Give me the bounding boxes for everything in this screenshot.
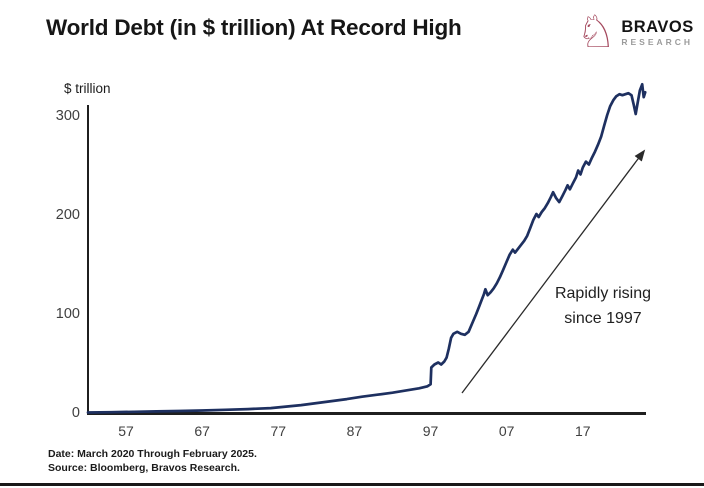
- logo-sub-text: RESEARCH: [621, 36, 694, 47]
- annotation-line-1: Rapidly rising: [554, 285, 652, 302]
- chart-footnote: Date: March 2020 Through February 2025. …: [48, 448, 257, 475]
- y-tick-label: 200: [55, 207, 80, 223]
- y-axis-title: $ trillion: [64, 81, 111, 96]
- knight-bull-icon: ♘: [576, 5, 617, 58]
- x-tick-label: 67: [194, 423, 210, 439]
- footnote-source: Source: Bloomberg, Bravos Research.: [48, 461, 240, 474]
- y-tick-label: 300: [55, 108, 80, 124]
- chart-annotation: Rapidly rising since 1997: [533, 281, 673, 331]
- x-tick-label: 77: [270, 423, 287, 439]
- x-tick-label: 57: [118, 423, 134, 439]
- x-tick-label: 17: [575, 423, 591, 439]
- x-axis-line: [87, 412, 646, 415]
- page-title: World Debt (in $ trillion) At Record Hig…: [46, 15, 462, 40]
- y-tick-label: 0: [71, 405, 80, 421]
- x-tick-label: 97: [422, 423, 439, 439]
- annotation-line-2: since 1997: [564, 310, 642, 327]
- trend-arrow: [461, 149, 646, 394]
- x-tick-label: 07: [498, 423, 515, 439]
- bottom-border-bar: [0, 483, 704, 486]
- bravos-research-logo: ♘ BRAVOS RESEARCH: [576, 8, 694, 56]
- footnote-date: Date: March 2020 Through February 2025.: [48, 448, 257, 460]
- debt-line-series: [86, 82, 647, 414]
- logo-brand-text: BRAVOS: [621, 17, 694, 36]
- y-tick-label: 100: [55, 306, 80, 322]
- x-tick-label: 87: [346, 423, 363, 439]
- y-axis-line: [87, 105, 89, 414]
